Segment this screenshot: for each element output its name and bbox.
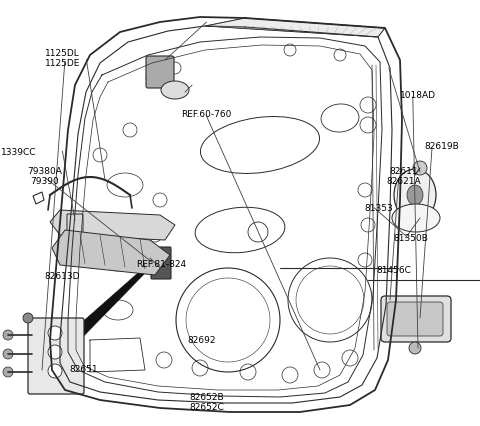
Polygon shape bbox=[52, 230, 170, 275]
Circle shape bbox=[48, 326, 62, 340]
Text: 1018AD: 1018AD bbox=[399, 91, 436, 101]
Circle shape bbox=[3, 367, 13, 377]
Ellipse shape bbox=[394, 169, 436, 221]
Text: 79380A
79390: 79380A 79390 bbox=[27, 167, 61, 187]
Text: 81350B: 81350B bbox=[393, 234, 428, 243]
Text: 82613D: 82613D bbox=[45, 272, 80, 282]
Polygon shape bbox=[205, 18, 385, 37]
Circle shape bbox=[3, 330, 13, 340]
Ellipse shape bbox=[161, 81, 189, 99]
FancyBboxPatch shape bbox=[387, 302, 443, 336]
Circle shape bbox=[3, 349, 13, 359]
Text: REF.60-760: REF.60-760 bbox=[181, 109, 231, 119]
Circle shape bbox=[413, 161, 427, 175]
Text: REF.81-824: REF.81-824 bbox=[136, 260, 186, 270]
FancyBboxPatch shape bbox=[28, 318, 84, 394]
Circle shape bbox=[23, 313, 33, 323]
Ellipse shape bbox=[407, 185, 423, 205]
Polygon shape bbox=[50, 210, 175, 240]
FancyBboxPatch shape bbox=[151, 247, 171, 279]
Circle shape bbox=[48, 345, 62, 359]
Text: 81353: 81353 bbox=[365, 204, 394, 213]
Text: 81456C: 81456C bbox=[376, 266, 411, 275]
Circle shape bbox=[409, 342, 421, 354]
Text: 82652B
82652C: 82652B 82652C bbox=[189, 393, 224, 412]
Text: 1339CC: 1339CC bbox=[1, 148, 37, 157]
Text: 82619B: 82619B bbox=[424, 142, 459, 152]
Text: 82692: 82692 bbox=[187, 336, 216, 345]
Circle shape bbox=[48, 364, 62, 378]
Text: 82651: 82651 bbox=[70, 365, 98, 374]
FancyBboxPatch shape bbox=[146, 56, 174, 88]
Ellipse shape bbox=[392, 204, 440, 232]
Polygon shape bbox=[62, 258, 155, 350]
FancyBboxPatch shape bbox=[381, 296, 451, 342]
Text: 82611
82621A: 82611 82621A bbox=[386, 167, 420, 187]
Text: 1125DL
1125DE: 1125DL 1125DE bbox=[45, 49, 80, 69]
